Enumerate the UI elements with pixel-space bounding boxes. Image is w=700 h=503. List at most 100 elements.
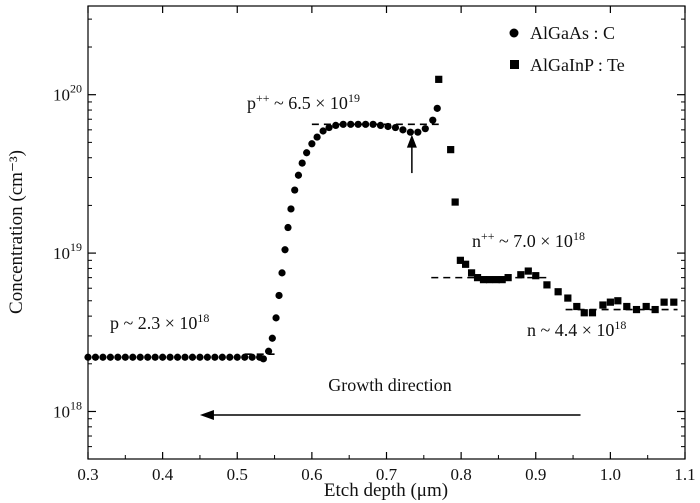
data-point-algaas [287,205,295,213]
data-point-algaas [144,353,152,361]
legend: AlGaAs : C AlGaInP : Te [509,23,625,75]
growth-direction-arrow [199,410,581,421]
data-point-algainp [517,271,525,279]
data-point-algainp [606,298,614,306]
data-point-algaas [391,123,400,132]
data-point-algainp [504,274,512,282]
annotation-p-plus-plus: p++ ~ 6.5 × 1019 [247,91,360,113]
data-point-algainp [554,288,562,296]
annotation-n-plus-plus: n++ ~ 7.0 × 1018 [472,229,585,251]
interface-marker-arrow [406,134,417,174]
data-point-algainp [564,294,572,302]
data-point-algaas [264,347,273,355]
data-point-algainp [632,305,641,314]
y-axis: 1018 1019 1020 [53,18,685,448]
data-point-algaas [376,121,385,129]
x-tick-label: 1.1 [674,465,695,484]
data-point-algaas [84,353,92,361]
data-point-algaas [166,353,174,361]
data-point-algaas [188,353,197,361]
x-tick-label: 0.4 [152,465,174,484]
data-point-algainp [580,309,588,317]
y-tick-label: 1018 [53,398,82,421]
data-point-algaas [399,126,407,134]
legend-label-algaas: AlGaAs : C [530,23,615,43]
data-point-algaas [248,353,256,361]
data-point-algaas [278,269,286,277]
data-point-algainp [479,276,488,284]
data-point-algaas [272,314,280,322]
annotation-n: n ~ 4.4 × 1018 [527,318,626,340]
data-point-algaas [313,133,321,141]
data-point-algaas [339,120,347,128]
data-point-algaas [384,122,392,131]
data-point-algaas [159,353,167,361]
data-point-algaas [241,353,249,361]
data-point-algainp [492,276,500,284]
data-point-algaas [294,171,303,179]
x-tick-label: 0.5 [227,465,248,484]
data-point-algaas [218,353,226,361]
x-axis-title: Etch depth (μm) [324,480,448,501]
data-point-algainp [651,305,659,314]
legend-square-marker [510,60,519,69]
x-tick-label: 0.6 [301,465,322,484]
data-point-algaas [369,120,377,128]
y-axis-title: Concentration (cm⁻³) [6,150,27,314]
data-point-algainp [498,276,506,284]
legend-label-algainp: AlGaInP : Te [530,55,625,75]
data-point-algainp [462,260,470,268]
data-point-algainp [670,298,678,306]
data-point-algainp [599,301,607,309]
data-point-algaas [114,353,122,361]
data-point-algaas [173,353,182,361]
data-point-algaas [99,353,107,361]
data-point-algaas [347,120,355,128]
data-point-algaas [354,120,362,128]
data-point-algaas [106,353,114,361]
data-point-algaas [211,353,219,361]
data-point-algaas [226,353,234,361]
data-point-algaas [181,353,189,361]
data-point-algainp [543,281,551,289]
data-point-algainp [532,272,540,280]
data-point-algainp [456,256,464,264]
data-point-algainp [660,298,668,306]
data-point-algaas [121,353,129,361]
data-point-algaas [303,149,311,157]
data-point-algaas [414,128,422,136]
data-point-algaas [406,128,414,136]
data-point-algaas [268,334,276,342]
data-point-algaas [362,120,370,128]
data-point-algaas [433,104,441,112]
data-point-algainp [524,267,532,275]
data-point-algaas [129,353,137,361]
data-point-algainp [485,276,494,284]
data-point-algaas [298,159,306,167]
data-point-algaas [259,355,267,363]
x-axis: 0.3 0.4 0.5 0.6 0.7 0.8 0.9 1.0 1.1 [77,6,696,484]
data-point-algaas [332,121,340,129]
data-point-algaas [308,140,316,148]
data-point-algaas [275,291,283,300]
data-point-algaas [291,186,299,194]
growth-direction-label: Growth direction [328,375,451,395]
data-point-algaas [151,353,159,361]
data-point-algaas [325,123,333,132]
data-point-algainp [642,302,650,311]
data-point-algaas [136,353,144,361]
data-point-algaas [233,353,241,361]
data-point-algainp [435,75,443,83]
data-point-algainp [451,198,459,206]
data-point-algaas [196,353,204,361]
data-point-algaas [203,353,211,361]
y-tick-label: 1019 [53,240,82,263]
data-point-algainp [447,146,455,154]
data-points [84,75,678,363]
data-point-algaas [319,127,327,135]
y-tick-label: 1020 [53,82,82,105]
data-point-algainp [473,274,482,282]
x-tick-label: 0.3 [77,465,98,484]
data-point-algainp [588,309,597,317]
